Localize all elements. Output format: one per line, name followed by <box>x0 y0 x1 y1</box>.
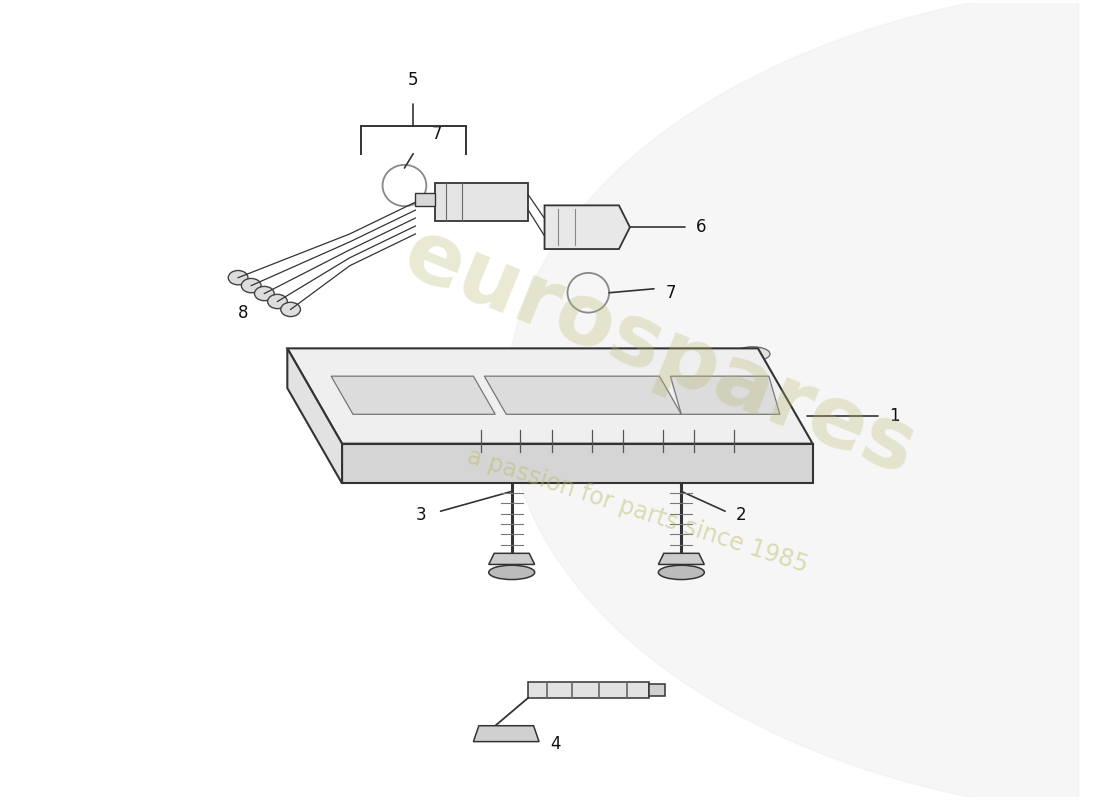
Polygon shape <box>506 0 1079 800</box>
Ellipse shape <box>352 434 387 449</box>
Ellipse shape <box>280 302 300 317</box>
Polygon shape <box>342 444 813 483</box>
Ellipse shape <box>552 446 592 459</box>
Ellipse shape <box>624 423 662 438</box>
Polygon shape <box>473 726 539 742</box>
Polygon shape <box>649 684 664 696</box>
Ellipse shape <box>241 278 261 293</box>
Text: 4: 4 <box>550 735 561 753</box>
Text: 3: 3 <box>416 506 426 524</box>
Polygon shape <box>484 376 681 414</box>
Ellipse shape <box>416 392 454 408</box>
Polygon shape <box>436 183 528 222</box>
Ellipse shape <box>773 434 808 449</box>
Ellipse shape <box>481 423 520 438</box>
Polygon shape <box>544 206 630 249</box>
Ellipse shape <box>624 446 662 459</box>
Ellipse shape <box>481 446 520 459</box>
Polygon shape <box>528 682 649 698</box>
Text: 7: 7 <box>432 125 442 143</box>
Text: 7: 7 <box>666 284 675 302</box>
Polygon shape <box>331 376 495 414</box>
Text: 1: 1 <box>890 407 900 425</box>
Ellipse shape <box>658 566 704 579</box>
Ellipse shape <box>228 270 248 285</box>
Polygon shape <box>287 348 342 483</box>
Ellipse shape <box>612 357 663 374</box>
Text: 8: 8 <box>239 304 249 322</box>
Ellipse shape <box>735 346 770 361</box>
Text: 6: 6 <box>696 218 706 236</box>
Ellipse shape <box>267 294 287 309</box>
Ellipse shape <box>502 357 554 374</box>
Text: eurospares: eurospares <box>392 212 927 493</box>
Polygon shape <box>416 193 436 206</box>
Ellipse shape <box>488 566 535 579</box>
Ellipse shape <box>552 423 592 438</box>
Text: 5: 5 <box>408 71 418 89</box>
Ellipse shape <box>372 386 411 402</box>
Ellipse shape <box>679 366 749 394</box>
Ellipse shape <box>393 357 444 374</box>
Polygon shape <box>488 554 535 565</box>
Polygon shape <box>658 554 704 565</box>
Polygon shape <box>287 348 813 444</box>
Polygon shape <box>670 376 780 414</box>
Ellipse shape <box>698 357 751 374</box>
Ellipse shape <box>330 349 365 363</box>
Ellipse shape <box>694 423 734 438</box>
Ellipse shape <box>694 446 734 459</box>
Ellipse shape <box>254 286 274 301</box>
Text: 2: 2 <box>736 506 747 524</box>
Text: a passion for parts since 1985: a passion for parts since 1985 <box>464 445 811 578</box>
